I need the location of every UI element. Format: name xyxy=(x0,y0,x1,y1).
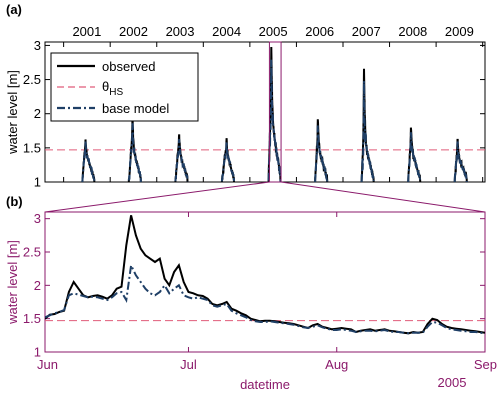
panel-b-x-tick-labels: Jun Jul Aug Sep xyxy=(37,357,497,372)
year-label: 2005 xyxy=(259,24,288,39)
season-model-line xyxy=(127,123,142,182)
y-tick-label: 1.5 xyxy=(23,311,41,326)
season-model-line xyxy=(174,138,189,182)
y-tick-label: 1 xyxy=(34,175,41,190)
year-label: 2007 xyxy=(352,24,381,39)
panel-b-y-axis-label: water level [m] xyxy=(5,240,20,325)
season-model-line xyxy=(314,125,329,182)
zoom-connector-right xyxy=(280,181,486,213)
y-tick-label: 2.5 xyxy=(23,245,41,260)
x-tick-label: Jul xyxy=(180,357,197,372)
year-label: 2002 xyxy=(119,24,148,39)
year-label: 2003 xyxy=(166,24,195,39)
x-tick-label: Aug xyxy=(325,357,348,372)
legend-observed-label: observed xyxy=(102,59,155,74)
panel-a-seasons xyxy=(81,46,468,182)
year-label: 2009 xyxy=(445,24,474,39)
year-label: 2006 xyxy=(305,24,334,39)
season-model-line xyxy=(453,141,468,182)
panel-b-base-model-series xyxy=(45,261,485,335)
panel-b-x-axis-label: datetime xyxy=(240,377,290,392)
year-label: 2004 xyxy=(212,24,241,39)
y-tick-label: 1.5 xyxy=(23,140,41,155)
season-model-line xyxy=(220,141,235,182)
x-tick-label: Sep xyxy=(474,357,497,372)
year-label: 2008 xyxy=(398,24,427,39)
panel-a-ticks xyxy=(45,42,485,183)
panel-a-y-axis-label: water level [m] xyxy=(5,70,20,155)
panel-b-y-tick-labels: 1 1.5 2 2.5 3 xyxy=(23,211,41,359)
y-tick-label: 1 xyxy=(34,345,41,360)
panel-a-y-tick-labels: 1 1.5 2 2.5 3 xyxy=(23,38,41,190)
y-tick-label: 3 xyxy=(34,38,41,53)
y-tick-label: 2.5 xyxy=(23,72,41,87)
zoom-window xyxy=(268,41,282,183)
legend-threshold-label: θHS xyxy=(102,79,123,98)
legend-base-model-label: base model xyxy=(102,101,169,116)
legend: observed θHS base model xyxy=(50,52,199,122)
x-tick-label: Jun xyxy=(37,357,58,372)
panel-b-label: (b) xyxy=(6,194,23,209)
panel-a-label: (a) xyxy=(6,2,22,17)
season-model-line xyxy=(360,80,375,182)
panel-b-year-label: 2005 xyxy=(438,375,467,390)
y-tick-label: 2 xyxy=(34,278,41,293)
y-tick-label: 2 xyxy=(34,106,41,121)
panel-a-year-labels: 2001 2002 2003 2004 2005 2006 2007 2008 2009 xyxy=(72,24,473,39)
panel-b-observed-series xyxy=(45,215,485,335)
y-tick-label: 3 xyxy=(34,211,41,226)
panel-b-ticks xyxy=(44,212,486,353)
season-model-line xyxy=(267,59,282,182)
legend-box xyxy=(50,52,199,122)
year-label: 2001 xyxy=(72,24,101,39)
season-model-line xyxy=(81,141,96,182)
zoom-connector-left xyxy=(44,181,270,213)
season-model-line xyxy=(407,132,422,182)
panel-b-axes xyxy=(44,211,486,353)
panel-a-axes xyxy=(44,41,486,183)
